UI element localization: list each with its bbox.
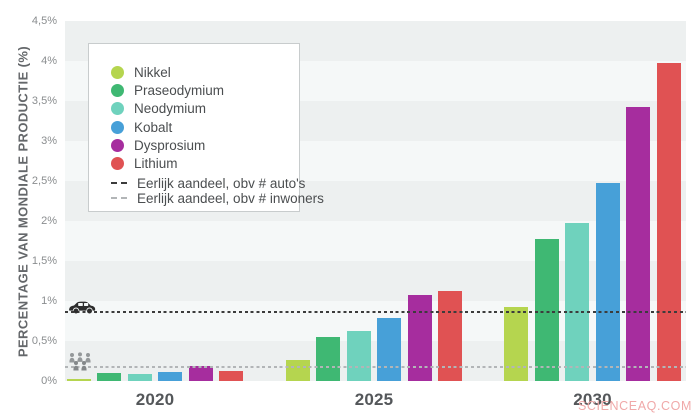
legend-item-lithium: Lithium: [111, 154, 299, 172]
watermark: SCIENCEAQ.COM: [577, 399, 692, 413]
legend-item-label: Eerlijk aandeel, obv # auto's: [137, 175, 306, 191]
bar-nikkel-2025: [285, 360, 310, 381]
legend-dash-marker: [111, 182, 127, 185]
legend-item-refline-autos: Eerlijk aandeel, obv # auto's: [111, 176, 305, 191]
x-axis-label-2025: 2025: [354, 390, 394, 409]
bar-dysprosium-2025: [407, 294, 432, 381]
legend-item-label: Kobalt: [134, 119, 173, 135]
reference-line-inwoners: [65, 365, 686, 368]
bar-praseodymium-2030: [534, 238, 559, 381]
y-tick-label: 4,5%: [31, 15, 57, 27]
y-tick-label: 3,5%: [31, 95, 57, 107]
y-tick-label: 2%: [41, 215, 57, 227]
legend-line-items: Eerlijk aandeel, obv # auto's Eerlijk aan…: [111, 176, 324, 206]
bar-kobalt-2025: [377, 317, 402, 381]
grid-band: [65, 301, 686, 341]
reference-line-autos: [65, 311, 686, 314]
legend-color-dot: [111, 65, 124, 79]
legend-item-dysprosium: Dysprosium: [111, 136, 299, 154]
legend-color-dot: [111, 120, 124, 134]
bar-praseodymium-2025: [316, 337, 341, 381]
bar-kobalt-2030: [595, 182, 620, 381]
legend-item-label: Praseodymium: [134, 82, 225, 98]
y-tick-label: 0,5%: [31, 335, 57, 347]
bar-nikkel-2030: [504, 306, 529, 381]
grid-band: [65, 261, 686, 301]
people-icon: [67, 352, 93, 377]
x-axis-label-2030: 2030: [573, 390, 612, 409]
y-tick-label: 0%: [41, 375, 57, 387]
legend-item-praseodymium: Praseodymium: [111, 81, 299, 99]
car-icon: [66, 300, 98, 320]
y-tick-label: 4%: [41, 55, 57, 67]
legend: Nikkel Praseodymium Neodymium Kobalt Dyspros…: [88, 43, 324, 212]
bar-dysprosium-2020: [188, 365, 213, 381]
legend-item-neodymium: Neodymium: [111, 100, 299, 118]
bar-praseodymium-2020: [97, 373, 122, 381]
bar-lithium-2020: [219, 370, 244, 381]
legend-dash-marker: [111, 197, 127, 200]
legend-item-label: Lithium: [134, 156, 178, 172]
legend-color-dot: [111, 138, 124, 152]
legend-item-label: Neodymium: [134, 101, 207, 117]
y-tick-label: 2,5%: [31, 175, 57, 187]
grid-band: [65, 221, 686, 261]
bar-kobalt-2020: [158, 372, 183, 381]
legend-color-dot: [111, 157, 124, 171]
legend-color-dot: [111, 83, 124, 97]
y-tick-label: 1%: [41, 295, 57, 307]
legend-item-label: Dysprosium: [134, 137, 206, 153]
legend-item-label: Eerlijk aandeel, obv # inwoners: [137, 190, 324, 206]
bar-neodymium-2030: [565, 222, 590, 381]
legend-item-kobalt: Kobalt: [111, 118, 299, 136]
legend-series-items: Nikkel Praseodymium Neodymium Kobalt Dyspros…: [111, 63, 299, 173]
bar-lithium-2030: [656, 63, 681, 381]
legend-color-dot: [111, 102, 124, 116]
bar-neodymium-2025: [346, 330, 371, 381]
y-tick-label: 3%: [41, 135, 57, 147]
bar-neodymium-2020: [127, 373, 152, 381]
bar-dysprosium-2030: [626, 106, 651, 381]
legend-item-refline-inwoners: Eerlijk aandeel, obv # inwoners: [111, 191, 324, 206]
x-axis-label-2020: 2020: [135, 390, 175, 409]
bar-nikkel-2020: [66, 378, 91, 381]
legend-item-label: Nikkel: [134, 64, 171, 80]
y-tick-label: 1,5%: [31, 255, 57, 267]
legend-item-nikkel: Nikkel: [111, 63, 299, 81]
